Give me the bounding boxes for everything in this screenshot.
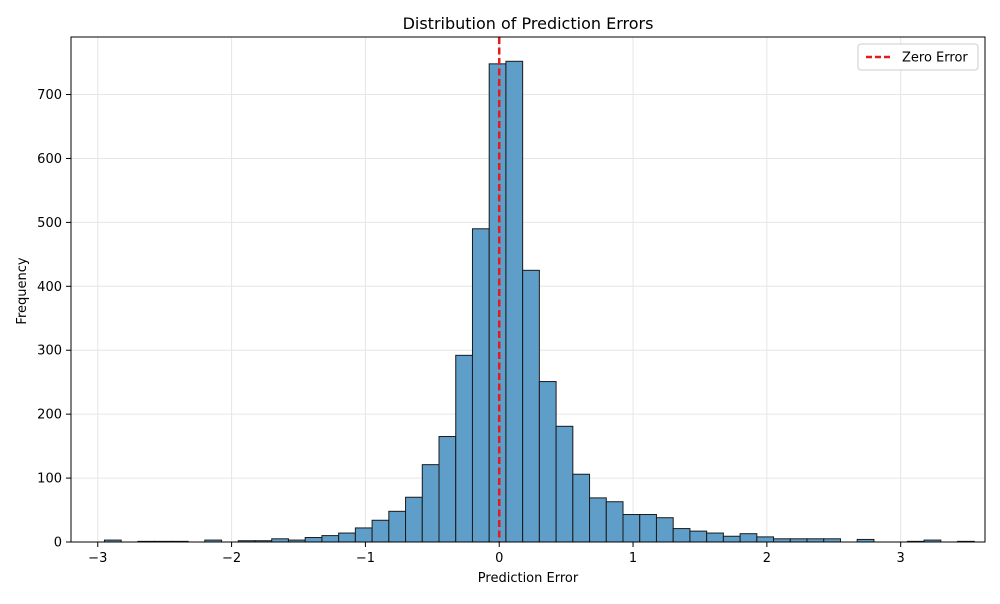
legend-label-zero-error: Zero Error — [902, 51, 968, 66]
histogram-bar — [505, 60, 524, 543]
histogram-bar — [706, 532, 724, 543]
histogram-bar — [471, 228, 490, 543]
x-axis-label: Prediction Error — [478, 571, 579, 586]
histogram-bar — [756, 536, 775, 543]
histogram-bar — [639, 514, 657, 543]
histogram-bar — [605, 501, 624, 543]
histogram-bar — [338, 532, 356, 543]
histogram-bar — [572, 473, 591, 543]
histogram-bar — [455, 354, 473, 543]
histogram-bars — [103, 60, 975, 543]
x-tick-label: 1 — [629, 551, 637, 566]
y-tick-label: 600 — [37, 152, 62, 167]
histogram-bar — [388, 510, 407, 543]
chart-title: Distribution of Prediction Errors — [403, 14, 654, 33]
x-tick-label: 3 — [897, 551, 905, 566]
y-tick-label: 400 — [37, 280, 62, 295]
histogram-bar — [739, 533, 758, 543]
legend-box — [857, 43, 979, 71]
y-tick-label: 300 — [37, 344, 62, 359]
histogram-bar — [538, 381, 557, 543]
legend: Zero Error — [857, 43, 979, 71]
y-tick-label: 200 — [37, 408, 62, 423]
x-tick-label: −1 — [356, 551, 375, 566]
histogram-bar — [405, 496, 423, 543]
y-tick-label: 0 — [54, 536, 62, 551]
histogram-bar — [488, 63, 507, 543]
y-tick-label: 700 — [37, 88, 62, 103]
histogram-bar — [622, 514, 641, 543]
histogram-bar — [354, 527, 373, 543]
y-axis-ticks: 0 100 200 300 400 500 600 700 — [37, 88, 71, 551]
histogram-bar — [555, 425, 574, 543]
histogram-bar — [672, 528, 691, 543]
histogram-bar — [421, 464, 440, 543]
x-axis-ticks: −3 −2 −1 0 1 2 3 — [88, 542, 905, 566]
histogram-bar — [722, 535, 741, 543]
histogram-bar — [522, 269, 540, 543]
y-tick-label: 100 — [37, 472, 62, 487]
histogram-bar — [655, 517, 674, 543]
x-tick-label: −3 — [88, 551, 107, 566]
grid-lines — [71, 37, 985, 543]
y-tick-label: 500 — [37, 216, 62, 231]
histogram-bar — [304, 537, 323, 543]
x-tick-label: 2 — [763, 551, 771, 566]
y-axis-label: Frequency — [15, 257, 30, 324]
histogram-bar — [589, 497, 607, 543]
histogram-bar — [689, 530, 708, 543]
plot-frame — [70, 36, 986, 543]
histogram-bar — [321, 535, 340, 543]
x-tick-label: −2 — [222, 551, 241, 566]
histogram-bar — [438, 436, 457, 543]
x-tick-label: 0 — [495, 551, 503, 566]
histogram-bar — [371, 519, 390, 543]
